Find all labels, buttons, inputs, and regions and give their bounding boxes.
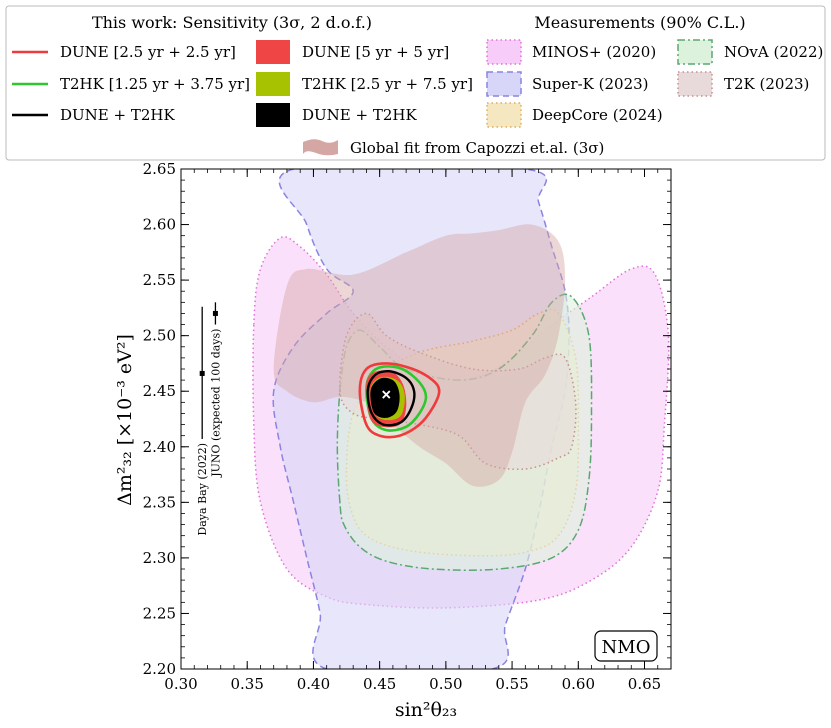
- x-tick-label-2: 0.40: [297, 675, 330, 693]
- region-global-fit-from-capozzi-et-al-3-5: [273, 224, 566, 487]
- reference-measurements: Daya Bay (2022)JUNO (expected 100 days): [196, 302, 222, 536]
- legend-swatch-deepcore: [486, 102, 522, 128]
- legend-label-superk: Super-K (2023): [532, 75, 649, 93]
- x-tick-label-1: 0.35: [231, 675, 264, 693]
- legend: This work: Sensitivity (3σ, 2 d.o.f.) Me…: [5, 5, 826, 161]
- legend-label-minos: MINOS+ (2020): [532, 43, 656, 61]
- legend-label-dune-short: DUNE [2.5 yr + 2.5 yr]: [60, 43, 236, 61]
- region-dune-t2hk-11: [366, 369, 416, 427]
- y-axis-label: Δm²₃₂ [×10⁻³ eV²]: [114, 334, 136, 506]
- axes: 0.30 0.35 0.40 0.45 0.50 0.55 0.60 0.65 2.20 2.25…: [143, 160, 672, 693]
- y-tick-label-9: 2.65: [143, 160, 176, 178]
- x-axis-label: sin²θ₂₃: [395, 699, 457, 721]
- y-tick-label-4: 2.40: [143, 438, 176, 456]
- ref-daya-bay-2022-label: Daya Bay (2022): [196, 443, 209, 536]
- nmo-annotation-text: NMO: [602, 637, 651, 658]
- best-fit-marker: [382, 390, 391, 399]
- region-t2hk-1-25-yr-3-75-yr-7: [365, 365, 428, 432]
- legend-swatch-global-fit: [303, 139, 338, 156]
- legend-label-t2hk-long: T2HK [2.5 yr + 7.5 yr]: [302, 75, 473, 93]
- best-fit-cross-b: [382, 390, 391, 399]
- x-tick-label-4: 0.50: [429, 675, 462, 693]
- legend-label-combined-fill: DUNE + T2HK: [302, 106, 417, 124]
- legend-frame: [5, 5, 826, 161]
- legend-label-global-fit: Global fit from Capozzi et.al. (3σ): [350, 139, 604, 157]
- x-tick-label-7: 0.65: [628, 675, 661, 693]
- legend-swatch-t2k: [677, 71, 713, 97]
- legend-label-t2k: T2K (2023): [724, 75, 809, 93]
- ref-juno-expected-100-days-marker: [212, 310, 218, 316]
- x-tick-label-6: 0.60: [562, 675, 595, 693]
- legend-swatch-nova: [677, 39, 713, 65]
- nmo-annotation-box: [594, 630, 658, 662]
- legend-swatch-minos: [486, 39, 522, 65]
- nmo-annotation: NMO: [594, 630, 658, 662]
- legend-label-deepcore: DeepCore (2024): [532, 106, 663, 124]
- legend-swatch-superk: [486, 71, 522, 97]
- y-tick-label-5: 2.45: [143, 382, 176, 400]
- region-dune-t2hk-10: [370, 377, 400, 418]
- y-tick-label-8: 2.60: [143, 216, 176, 234]
- x-tick-label-3: 0.45: [363, 675, 396, 693]
- ref-juno-expected-100-days-label: JUNO (expected 100 days): [209, 329, 222, 478]
- legend-label-dune-long: DUNE [5 yr + 5 yr]: [302, 43, 449, 61]
- x-tick-label-5: 0.55: [495, 675, 528, 693]
- y-tick-label-7: 2.55: [143, 271, 176, 289]
- y-tick-label-1: 2.25: [143, 604, 176, 622]
- y-tick-label-2: 2.30: [143, 549, 176, 567]
- legend-swatch-t2hk-long: [256, 72, 290, 96]
- legend-measurements-title: Measurements (90% C.L.): [534, 13, 745, 32]
- contour-regions: [252, 169, 670, 669]
- legend-swatch-combined-fill: [256, 103, 290, 127]
- legend-label-nova: NOvA (2022): [724, 43, 823, 61]
- x-tick-label-0: 0.30: [164, 675, 197, 693]
- legend-label-combined-line: DUNE + T2HK: [60, 106, 175, 124]
- legend-label-t2hk-short: T2HK [1.25 yr + 3.75 yr]: [60, 75, 250, 93]
- ref-daya-bay-2022-marker: [199, 370, 205, 376]
- y-tick-label-3: 2.35: [143, 493, 176, 511]
- y-tick-label-6: 2.50: [143, 327, 176, 345]
- plot-frame: [180, 168, 672, 670]
- y-tick-label-0: 2.20: [143, 660, 176, 678]
- legend-sensitivity-title: This work: Sensitivity (3σ, 2 d.o.f.): [92, 13, 372, 32]
- legend-swatch-dune-long: [256, 40, 290, 64]
- region-dune-2-5-yr-2-5-yr-6: [358, 362, 441, 439]
